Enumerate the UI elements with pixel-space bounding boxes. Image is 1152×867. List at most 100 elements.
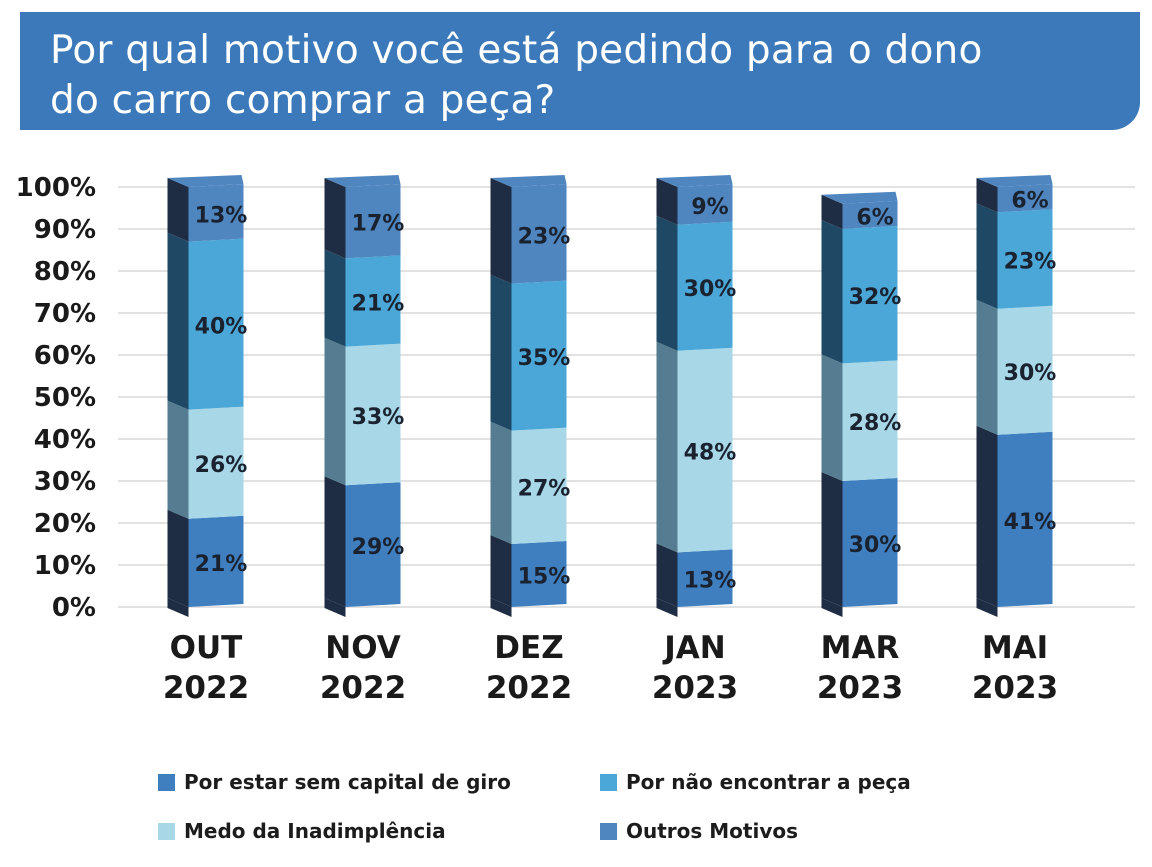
data-label: 26% [195, 453, 248, 478]
bar-segment-outros [677, 184, 733, 225]
x-tick-label: OUT [170, 630, 243, 666]
bar-side-medo [490, 421, 512, 544]
bar-segment-medo [997, 305, 1053, 435]
bar-side-outros [976, 178, 998, 213]
legend-swatch-medo [158, 822, 175, 840]
bar-segment-capital [677, 549, 733, 607]
bar-side-medo [821, 354, 843, 481]
bar-top-cap [976, 175, 1053, 187]
bar-top-cap [167, 175, 244, 187]
data-label: 21% [352, 292, 405, 317]
y-tick-label: 20% [34, 509, 96, 539]
x-tick-label: MAI [982, 630, 1048, 666]
bar-segment-nao_encontrar [997, 209, 1053, 309]
y-tick-label: 10% [34, 551, 96, 581]
bar-segment-medo [345, 343, 401, 486]
bar-side-outros [821, 194, 843, 229]
data-label: 30% [1004, 361, 1057, 386]
bar-side-medo [167, 400, 189, 519]
bar-segment-outros [345, 184, 401, 259]
bar-segment-nao_encontrar [188, 238, 244, 410]
bar-side-nao_encontrar [324, 249, 346, 347]
bar-segment-outros [188, 184, 244, 242]
legend-item-nao-encontrar: Por não encontrar a peça [600, 770, 911, 794]
data-label: 23% [1004, 250, 1057, 275]
bar-base-side [976, 598, 998, 617]
chart-title: Por qual motivo você está pedindo para o… [50, 26, 1050, 126]
bar-top-cap [821, 191, 898, 204]
bar-side-nao_encontrar [976, 203, 998, 309]
data-label: 32% [849, 285, 902, 310]
y-tick-label: 0% [52, 593, 96, 623]
stacked-bar-chart: 0% 10% 20% 30% 40% 50% 60% 70% 80% 90% 100% 21% 26% 4… [16, 173, 1135, 706]
bar-segment-medo [842, 360, 898, 481]
bar-segment-nao_encontrar [345, 255, 401, 347]
x-tick-label: MAR [821, 630, 900, 666]
bar-side-outros [656, 178, 678, 225]
data-label: 6% [856, 205, 893, 230]
bar-top-cap [656, 175, 733, 187]
bar-segment-medo [677, 347, 733, 553]
data-label: 28% [849, 411, 902, 436]
bar-side-medo [324, 337, 346, 486]
bar-segment-capital [511, 541, 567, 607]
legend-label-capital: Por estar sem capital de giro [184, 770, 511, 794]
bar-side-capital [490, 535, 512, 607]
bar-base-side [490, 598, 512, 617]
bar-segment-capital [997, 431, 1053, 607]
data-label: 30% [684, 277, 737, 302]
y-tick-label: 40% [34, 425, 96, 455]
bar-segment-outros [511, 184, 567, 284]
bar-segment-nao_encontrar [677, 221, 733, 351]
bar-side-capital [167, 509, 189, 607]
bar-segment-outros [842, 200, 898, 229]
data-label: 27% [518, 476, 571, 501]
data-label: 35% [518, 346, 571, 371]
bar-base-side [324, 598, 346, 617]
data-label: 13% [684, 569, 737, 594]
chart-title-line-1: Por qual motivo você está pedindo para o… [50, 28, 983, 73]
x-tick-label: NOV [325, 630, 400, 666]
bar-side-outros [490, 178, 512, 284]
data-label: 6% [1011, 189, 1048, 214]
bar-segment-nao_encontrar [511, 280, 567, 431]
x-tick-label: 2023 [817, 670, 903, 706]
bar-base-side [167, 598, 189, 617]
bar-side-capital [656, 543, 678, 607]
bar-segment-capital [345, 482, 401, 607]
bar-top-cap [324, 175, 401, 187]
title-banner: Por qual motivo você está pedindo para o… [20, 12, 1140, 130]
bar-side-nao_encontrar [490, 274, 512, 431]
bar-side-medo [656, 341, 678, 553]
bar-side-nao_encontrar [821, 220, 843, 364]
legend-label-outros: Outros Motivos [626, 819, 799, 843]
x-tick-label: 2022 [320, 670, 406, 706]
legend-item-capital: Por estar sem capital de giro [158, 770, 511, 794]
bar-base-side [656, 598, 678, 617]
bar-side-capital [976, 425, 998, 607]
x-tick-label: 2023 [972, 670, 1058, 706]
y-tick-label: 50% [34, 383, 96, 413]
y-tick-label: 80% [34, 257, 96, 287]
y-tick-label: 90% [34, 215, 96, 245]
x-tick-label: JAN [662, 630, 725, 666]
bar-side-medo [976, 299, 998, 435]
bar-side-nao_encontrar [656, 215, 678, 351]
legend-swatch-nao-encontrar [600, 773, 617, 791]
chart-title-line-2: do carro comprar a peça? [50, 78, 556, 123]
bar-segment-nao_encontrar [842, 226, 898, 364]
y-tick-label: 30% [34, 467, 96, 497]
data-label: 41% [1004, 510, 1057, 535]
legend-item-medo: Medo da Inadimplência [158, 819, 446, 843]
x-tick-label: DEZ [494, 630, 563, 666]
x-tick-label: 2023 [652, 670, 738, 706]
bar-side-outros [324, 178, 346, 259]
data-label: 9% [691, 195, 728, 220]
bar-segment-capital [188, 515, 244, 607]
bar-segment-medo [511, 427, 567, 544]
legend-label-nao-encontrar: Por não encontrar a peça [626, 770, 911, 794]
data-label: 48% [684, 441, 737, 466]
data-label: 15% [518, 565, 571, 590]
data-label: 33% [352, 405, 405, 430]
data-label: 13% [195, 203, 248, 228]
